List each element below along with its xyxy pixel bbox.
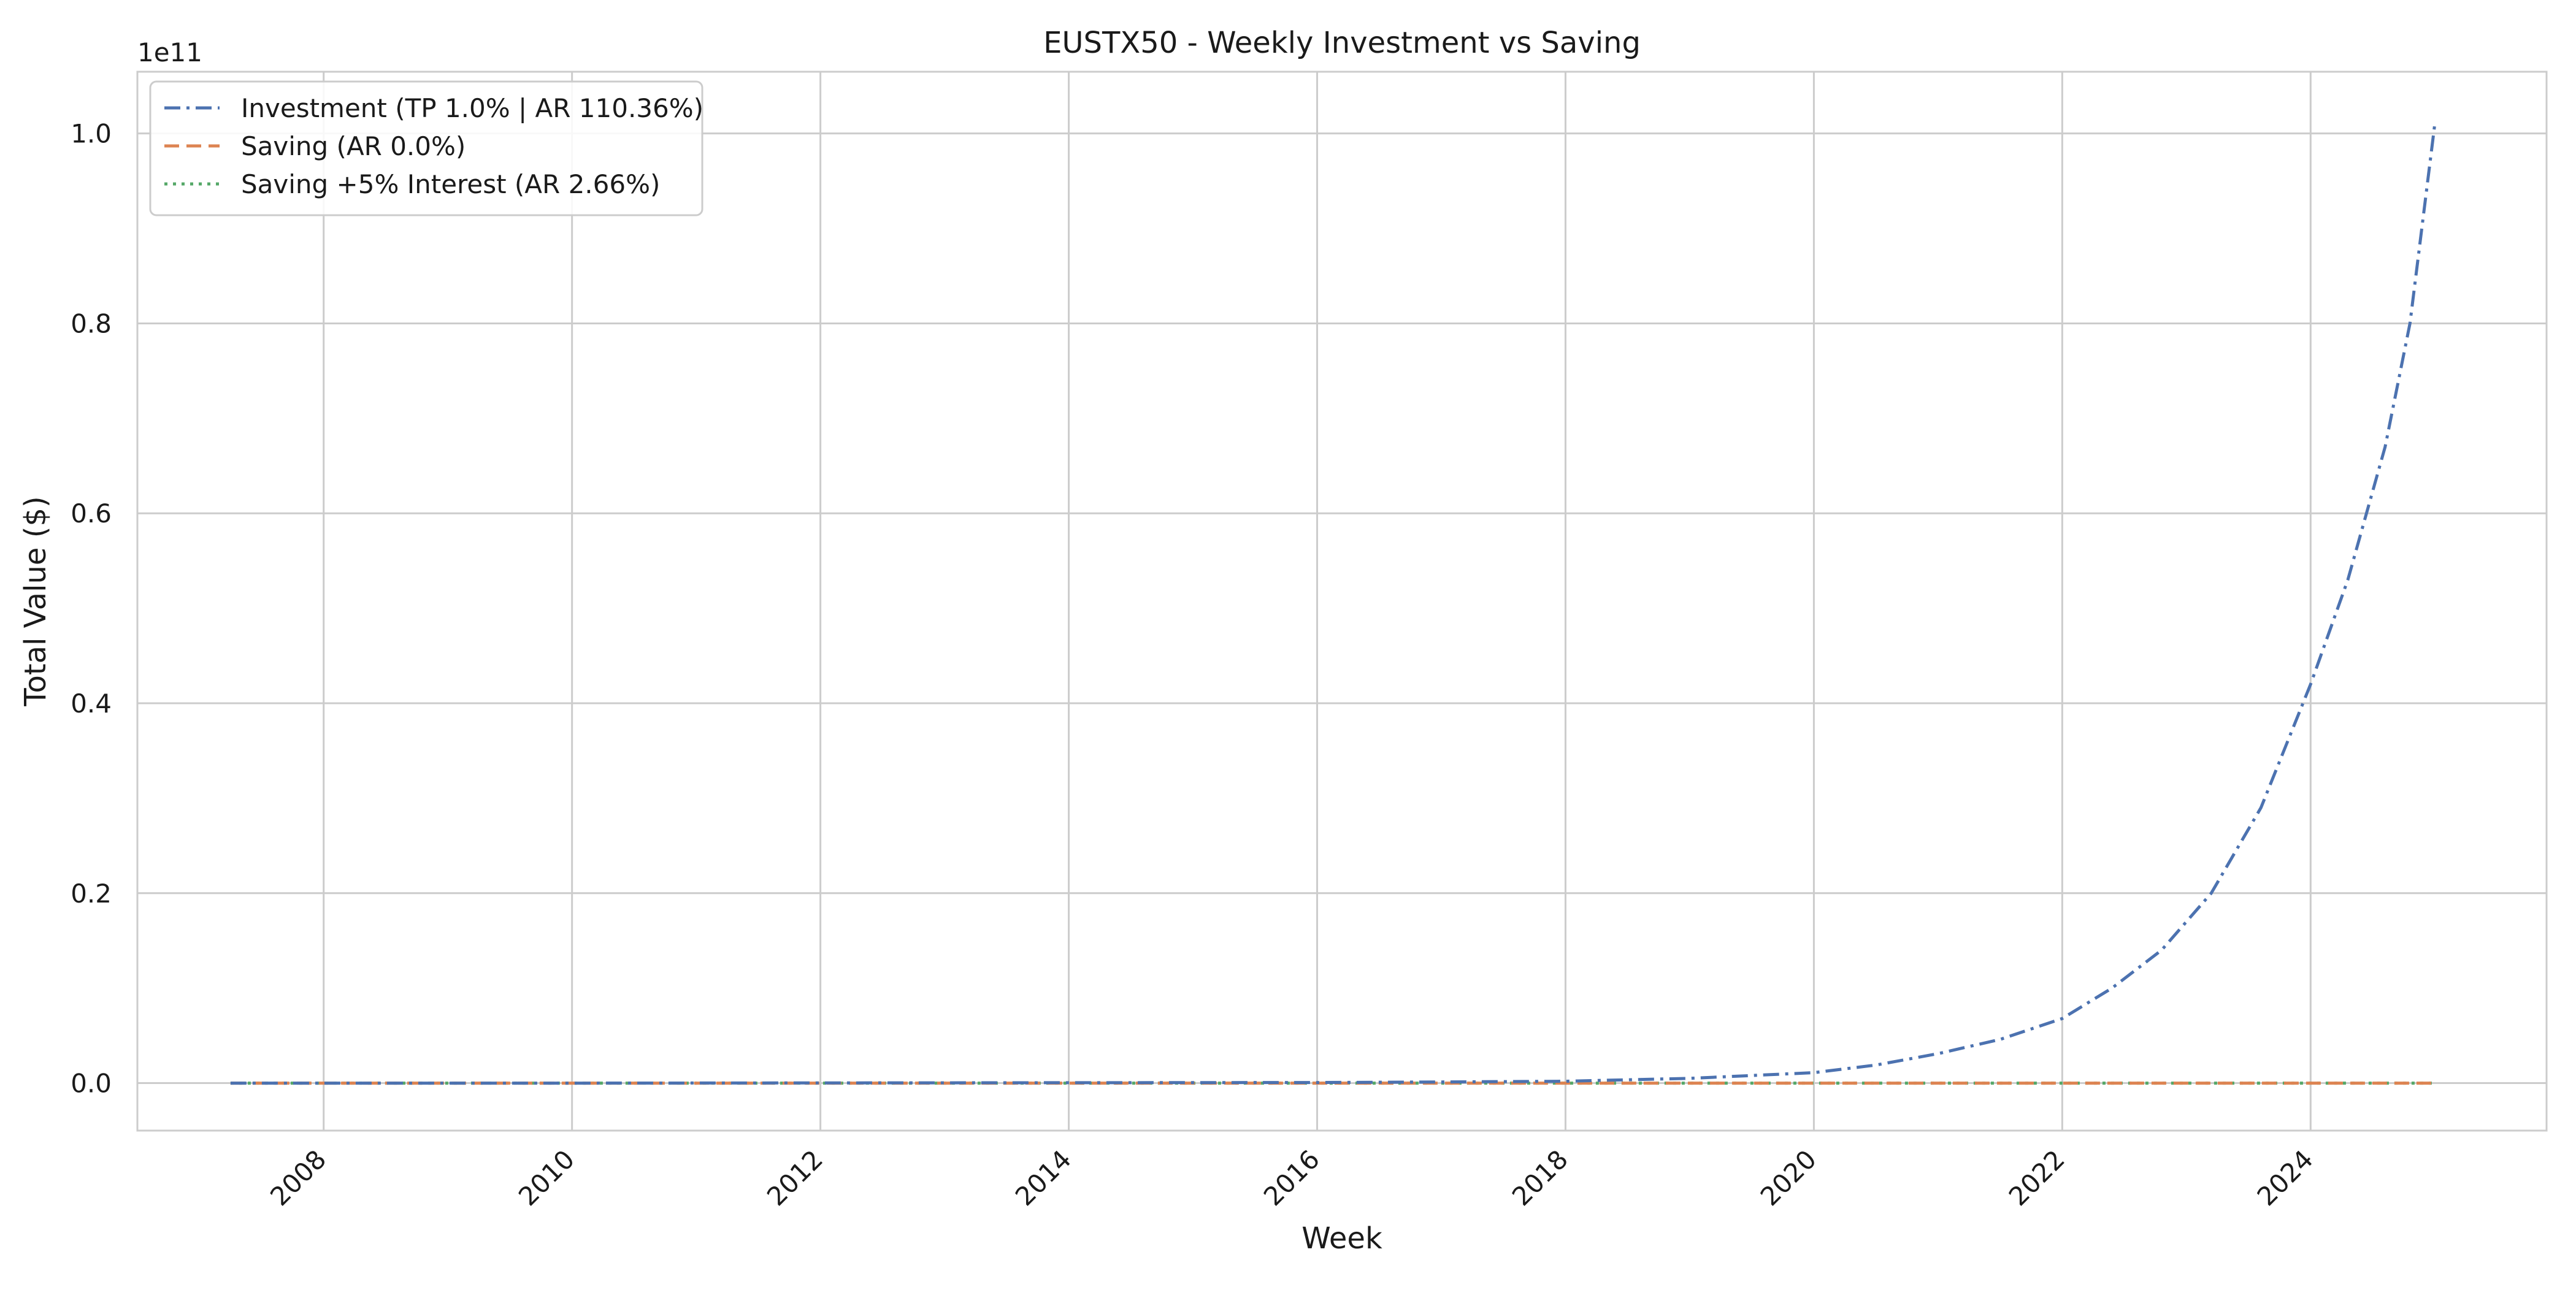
- axes-frame: [136, 71, 2548, 1132]
- y-tick-label: 0.2: [71, 879, 112, 909]
- legend-label: Saving +5% Interest (AR 2.66%): [241, 169, 660, 199]
- y-tick-label: 0.8: [71, 308, 112, 338]
- y-tick-label: 0.6: [71, 498, 112, 529]
- chart-title: EUSTX50 - Weekly Investment vs Saving: [1043, 26, 1641, 60]
- y-tick-label: 1.0: [71, 119, 112, 149]
- x-axis-label: Week: [1301, 1221, 1382, 1256]
- legend-label: Investment (TP 1.0% | AR 110.36%): [241, 93, 703, 123]
- legend: Investment (TP 1.0% | AR 110.36%) Saving …: [149, 80, 703, 216]
- series-layer: [230, 123, 2437, 1085]
- y-tick-label: 0.4: [71, 689, 112, 719]
- series-line: [230, 123, 2437, 1085]
- y-axis-offset-label: 1e11: [137, 37, 202, 67]
- legend-items: Investment (TP 1.0% | AR 110.36%) Saving …: [164, 93, 703, 199]
- legend-label: Saving (AR 0.0%): [241, 131, 466, 161]
- y-tick-label: 0.0: [71, 1069, 112, 1099]
- legend-box: [149, 80, 703, 216]
- y-axis-label: Total Value ($): [18, 496, 53, 706]
